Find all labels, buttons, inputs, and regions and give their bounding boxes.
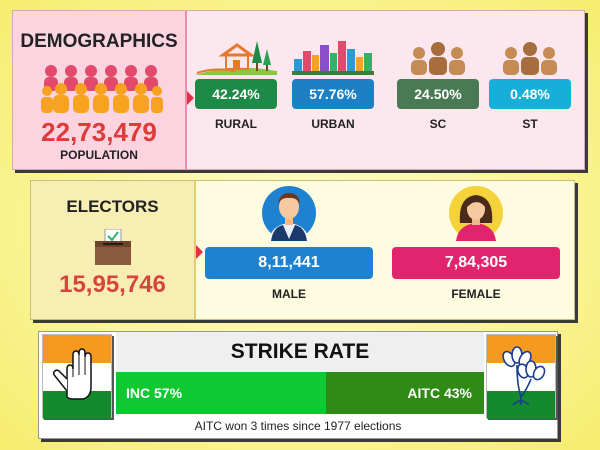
electors-panel: ELECTORS 15,95,746 8,11,441 MALE [30,180,575,320]
population-value: 22,73,479 [41,117,157,147]
population-label: POPULATION [60,148,138,162]
st-value: 0.48% [489,79,571,109]
demographics-summary: DEMOGRAPHICS 22,73,479 POPULATION [13,11,187,169]
female-value: 7,84,305 [392,247,560,279]
electors-total: 15,95,746 [59,271,166,298]
electors-male: 8,11,441 MALE [205,183,373,301]
strike-rate-footnote: AITC won 3 times since 1977 elections [194,419,402,433]
population-crowd-icon [41,65,163,113]
strike-rate-header: STRIKE RATE [116,332,484,372]
people-group-icon [411,42,465,75]
stat-rural: 42.24% RURAL [195,41,277,131]
stat-st: 0.48% ST [489,41,571,131]
people-group-icon [503,42,557,75]
male-value: 8,11,441 [205,247,373,279]
stat-sc: 24.50% SC [397,41,479,131]
sc-value: 24.50% [397,79,479,109]
ballot-box-icon [95,229,131,265]
arrow-pointer [187,91,194,105]
aitc-flag-icon [486,334,556,419]
demographics-title: DEMOGRAPHICS [20,31,178,52]
inc-flag-icon [42,334,112,419]
female-avatar-icon [449,186,503,241]
male-label: MALE [272,287,306,301]
urban-value: 57.76% [292,79,374,109]
st-label: ST [522,117,538,131]
electors-title: ELECTORS [66,197,159,216]
sc-label: SC [429,117,447,131]
hand-symbol-icon [52,348,92,400]
demographics-panel: DEMOGRAPHICS 22,73,479 POPULATION [12,10,585,170]
female-label: FEMALE [451,287,501,301]
strike-rate-title: STRIKE RATE [230,340,370,363]
electors-summary: ELECTORS 15,95,746 [31,181,196,319]
aitc-strike-bar: AITC 43% [326,372,484,414]
twin-flowers-symbol-icon [502,346,546,406]
rural-value: 42.24% [195,79,277,109]
rural-house-trees-icon [195,41,277,75]
strike-rate-panel: STRIKE RATE INC 57% AITC 43% AITC won 3 … [38,331,558,439]
rural-label: RURAL [215,117,257,131]
male-avatar-icon [262,186,316,241]
urban-label: URBAN [311,117,355,131]
arrow-pointer [196,245,203,259]
inc-strike-bar: INC 57% [116,372,326,414]
stat-urban: 57.76% URBAN [292,41,374,131]
electors-female: 7,84,305 FEMALE [392,183,560,301]
city-skyline-icon [292,41,374,75]
